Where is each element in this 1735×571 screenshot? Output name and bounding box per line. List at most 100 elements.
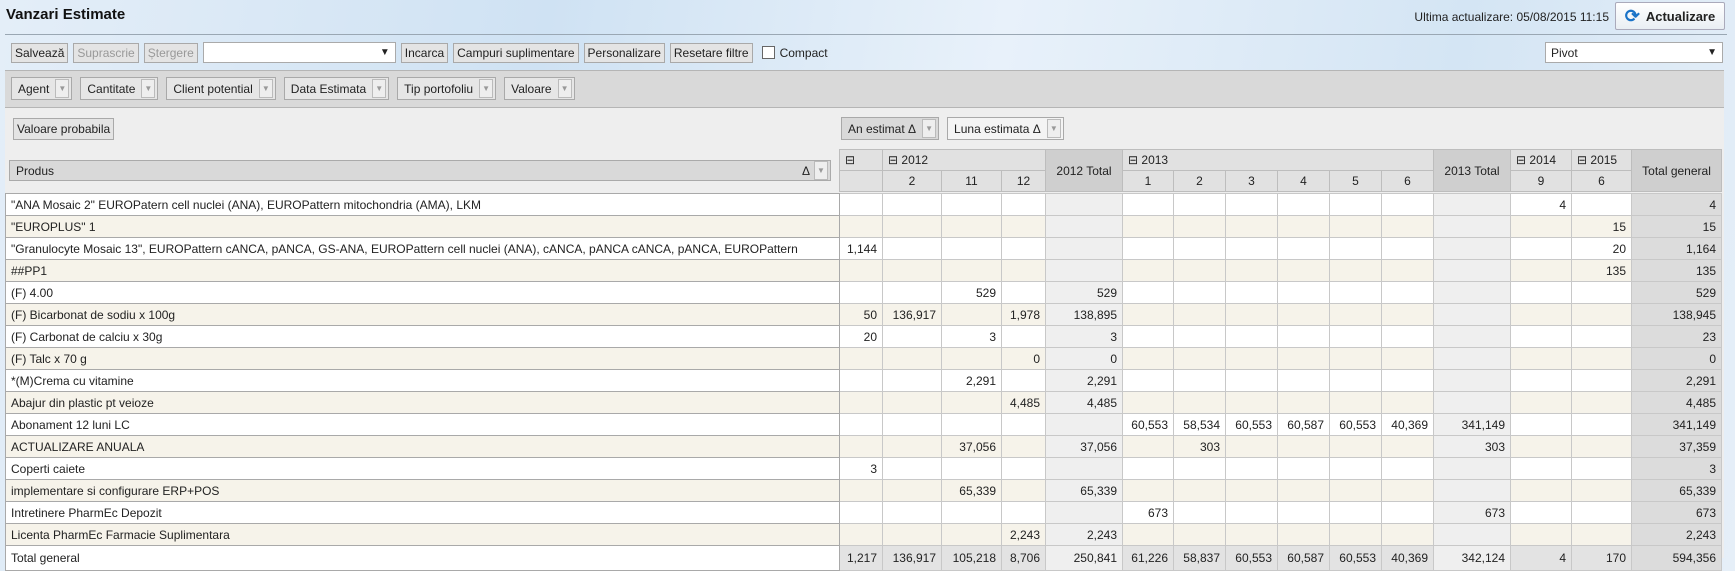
filter-dropdown-icon[interactable]: ▼ <box>1046 119 1061 138</box>
product-cell[interactable]: Licenta PharmEc Farmacie Suplimentara <box>5 523 840 546</box>
value-cell <box>1277 457 1330 480</box>
value-cell: 50 <box>839 303 883 326</box>
product-cell[interactable]: implementare si configurare ERP+POS <box>5 479 840 502</box>
value-cell <box>1122 193 1174 216</box>
value-cell: 60,553 <box>1225 413 1278 436</box>
product-cell[interactable]: (F) 4.00 <box>5 281 840 304</box>
value-cell <box>882 259 942 282</box>
product-cell[interactable]: Abajur din plastic pt veioze <box>5 391 840 414</box>
filter-field-client-potential[interactable]: Client potential ▼ <box>166 77 276 100</box>
filter-dropdown-icon[interactable]: ▼ <box>557 79 572 98</box>
total-column-header: Total general <box>1631 149 1722 192</box>
product-cell[interactable]: Intretinere PharmEc Depozit <box>5 501 840 524</box>
compact-checkbox[interactable] <box>761 46 775 59</box>
filter-field-tip-portofoliu[interactable]: Tip portofoliu ▼ <box>397 77 497 100</box>
product-cell[interactable]: ##PP1 <box>5 259 840 282</box>
year-header[interactable]: ⊟ 2012 <box>882 149 1046 171</box>
product-cell[interactable]: ACTUALIZARE ANUALA <box>5 435 840 458</box>
product-cell[interactable]: (F) Talc x 70 g <box>5 347 840 370</box>
customize-button[interactable]: Personalizare <box>583 42 665 63</box>
delete-button[interactable]: Ștergere <box>143 42 198 63</box>
product-cell[interactable]: "Granulocyte Mosaic 13", EUROPattern cAN… <box>5 237 840 260</box>
filter-dropdown-icon[interactable]: ▼ <box>141 79 156 98</box>
column-field-an[interactable]: An estimat Δ ▼ <box>841 117 940 140</box>
product-cell[interactable]: "EUROPLUS" 1 <box>5 215 840 238</box>
value-cell <box>1225 259 1278 282</box>
value-cell <box>1225 237 1278 260</box>
total-column-header: 2013 Total <box>1433 149 1511 192</box>
product-cell[interactable]: (F) Bicarbonat de sodiu x 100g <box>5 303 840 326</box>
table-row: "EUROPLUS" 1 15 15 <box>5 215 1722 238</box>
view-select[interactable]: Pivot ▼ <box>1545 42 1723 63</box>
value-cell <box>1381 435 1434 458</box>
product-cell[interactable]: (F) Carbonat de calciu x 30g <box>5 325 840 348</box>
header-divider <box>5 34 1727 35</box>
value-cell: 1,978 <box>1001 303 1046 326</box>
filter-field-data-estimata[interactable]: Data Estimata ▼ <box>283 77 390 100</box>
product-cell[interactable]: Coperti caiete <box>5 457 840 480</box>
value-cell <box>1381 391 1434 414</box>
value-cell: 341,149 <box>1433 413 1511 436</box>
value-cell <box>882 391 942 414</box>
value-cell <box>1329 479 1382 502</box>
filter-dropdown-icon[interactable]: ▼ <box>258 79 273 98</box>
column-field-luna[interactable]: Luna estimata Δ ▼ <box>947 117 1064 140</box>
value-cell <box>941 303 1002 326</box>
table-row: ACTUALIZARE ANUALA 37,056 37,056 303 303 37,3… <box>5 435 1722 458</box>
load-button[interactable]: Incarca <box>400 42 449 63</box>
product-cell[interactable]: Abonament 12 luni LC <box>5 413 840 436</box>
value-cell <box>1510 281 1572 304</box>
extra-fields-button[interactable]: Campuri suplimentare <box>453 42 579 63</box>
value-cell <box>1225 457 1278 480</box>
field-label: Data Estimata <box>290 81 367 96</box>
filter-dropdown-icon[interactable]: ▼ <box>922 119 937 138</box>
overwrite-button[interactable]: Suprascrie <box>73 42 139 63</box>
row-field-produs[interactable]: Produs Δ ▼ <box>9 160 831 181</box>
year-header[interactable]: ⊟ 2013 <box>1122 149 1434 171</box>
filter-dropdown-icon[interactable]: ▼ <box>479 79 494 98</box>
value-cell <box>1173 325 1226 348</box>
year-header[interactable]: ⊟ 2015 <box>1571 149 1632 171</box>
product-cell[interactable]: "ANA Mosaic 2" EUROPatern cell nuclei (A… <box>5 193 840 216</box>
value-cell <box>1045 501 1123 524</box>
value-cell: 1,164 <box>1631 237 1722 260</box>
value-cell: 673 <box>1631 501 1722 524</box>
filter-field-cantitate[interactable]: Cantitate ▼ <box>80 77 159 100</box>
value-cell <box>882 479 942 502</box>
reset-filters-button[interactable]: Resetare filtre <box>669 42 753 63</box>
value-cell <box>1329 259 1382 282</box>
product-cell[interactable]: *(M)Crema cu vitamine <box>5 369 840 392</box>
year-header[interactable]: ⊟ 2014 <box>1510 149 1572 171</box>
product-cell[interactable]: Total general <box>5 545 840 571</box>
month-header: 2 <box>882 170 942 192</box>
value-cell: 303 <box>1173 435 1226 458</box>
table-row: "ANA Mosaic 2" EUROPatern cell nuclei (A… <box>5 193 1722 216</box>
value-cell <box>1510 435 1572 458</box>
filter-field-agent[interactable]: Agent ▼ <box>11 77 73 100</box>
field-label: Valoare <box>511 81 552 96</box>
save-button[interactable]: Salvează <box>11 42 69 63</box>
value-cell <box>1329 193 1382 216</box>
value-cell <box>1571 413 1632 436</box>
value-cell <box>1381 303 1434 326</box>
value-cell: 673 <box>1122 501 1174 524</box>
value-cell <box>882 347 942 370</box>
filter-dropdown-icon[interactable]: ▼ <box>372 79 387 98</box>
filter-dropdown-icon[interactable]: ▼ <box>814 161 828 180</box>
year-header[interactable]: ⊟ <box>839 149 883 171</box>
value-cell <box>1433 281 1511 304</box>
layout-select[interactable]: ▼ <box>202 42 396 63</box>
value-cell <box>1173 193 1226 216</box>
filter-field-valoare[interactable]: Valoare ▼ <box>504 77 575 100</box>
value-cell <box>1329 325 1382 348</box>
value-cell <box>1277 479 1330 502</box>
filter-dropdown-icon[interactable]: ▼ <box>55 79 70 98</box>
value-cell <box>1571 523 1632 546</box>
value-cell <box>1122 391 1174 414</box>
data-field-button[interactable]: Valoare probabila <box>13 118 115 140</box>
month-header: 11 <box>941 170 1002 192</box>
value-cell <box>1329 303 1382 326</box>
field-label: Client potential <box>173 81 253 96</box>
refresh-button[interactable]: ⟳ Actualizare <box>1615 2 1725 30</box>
value-cell <box>839 347 883 370</box>
